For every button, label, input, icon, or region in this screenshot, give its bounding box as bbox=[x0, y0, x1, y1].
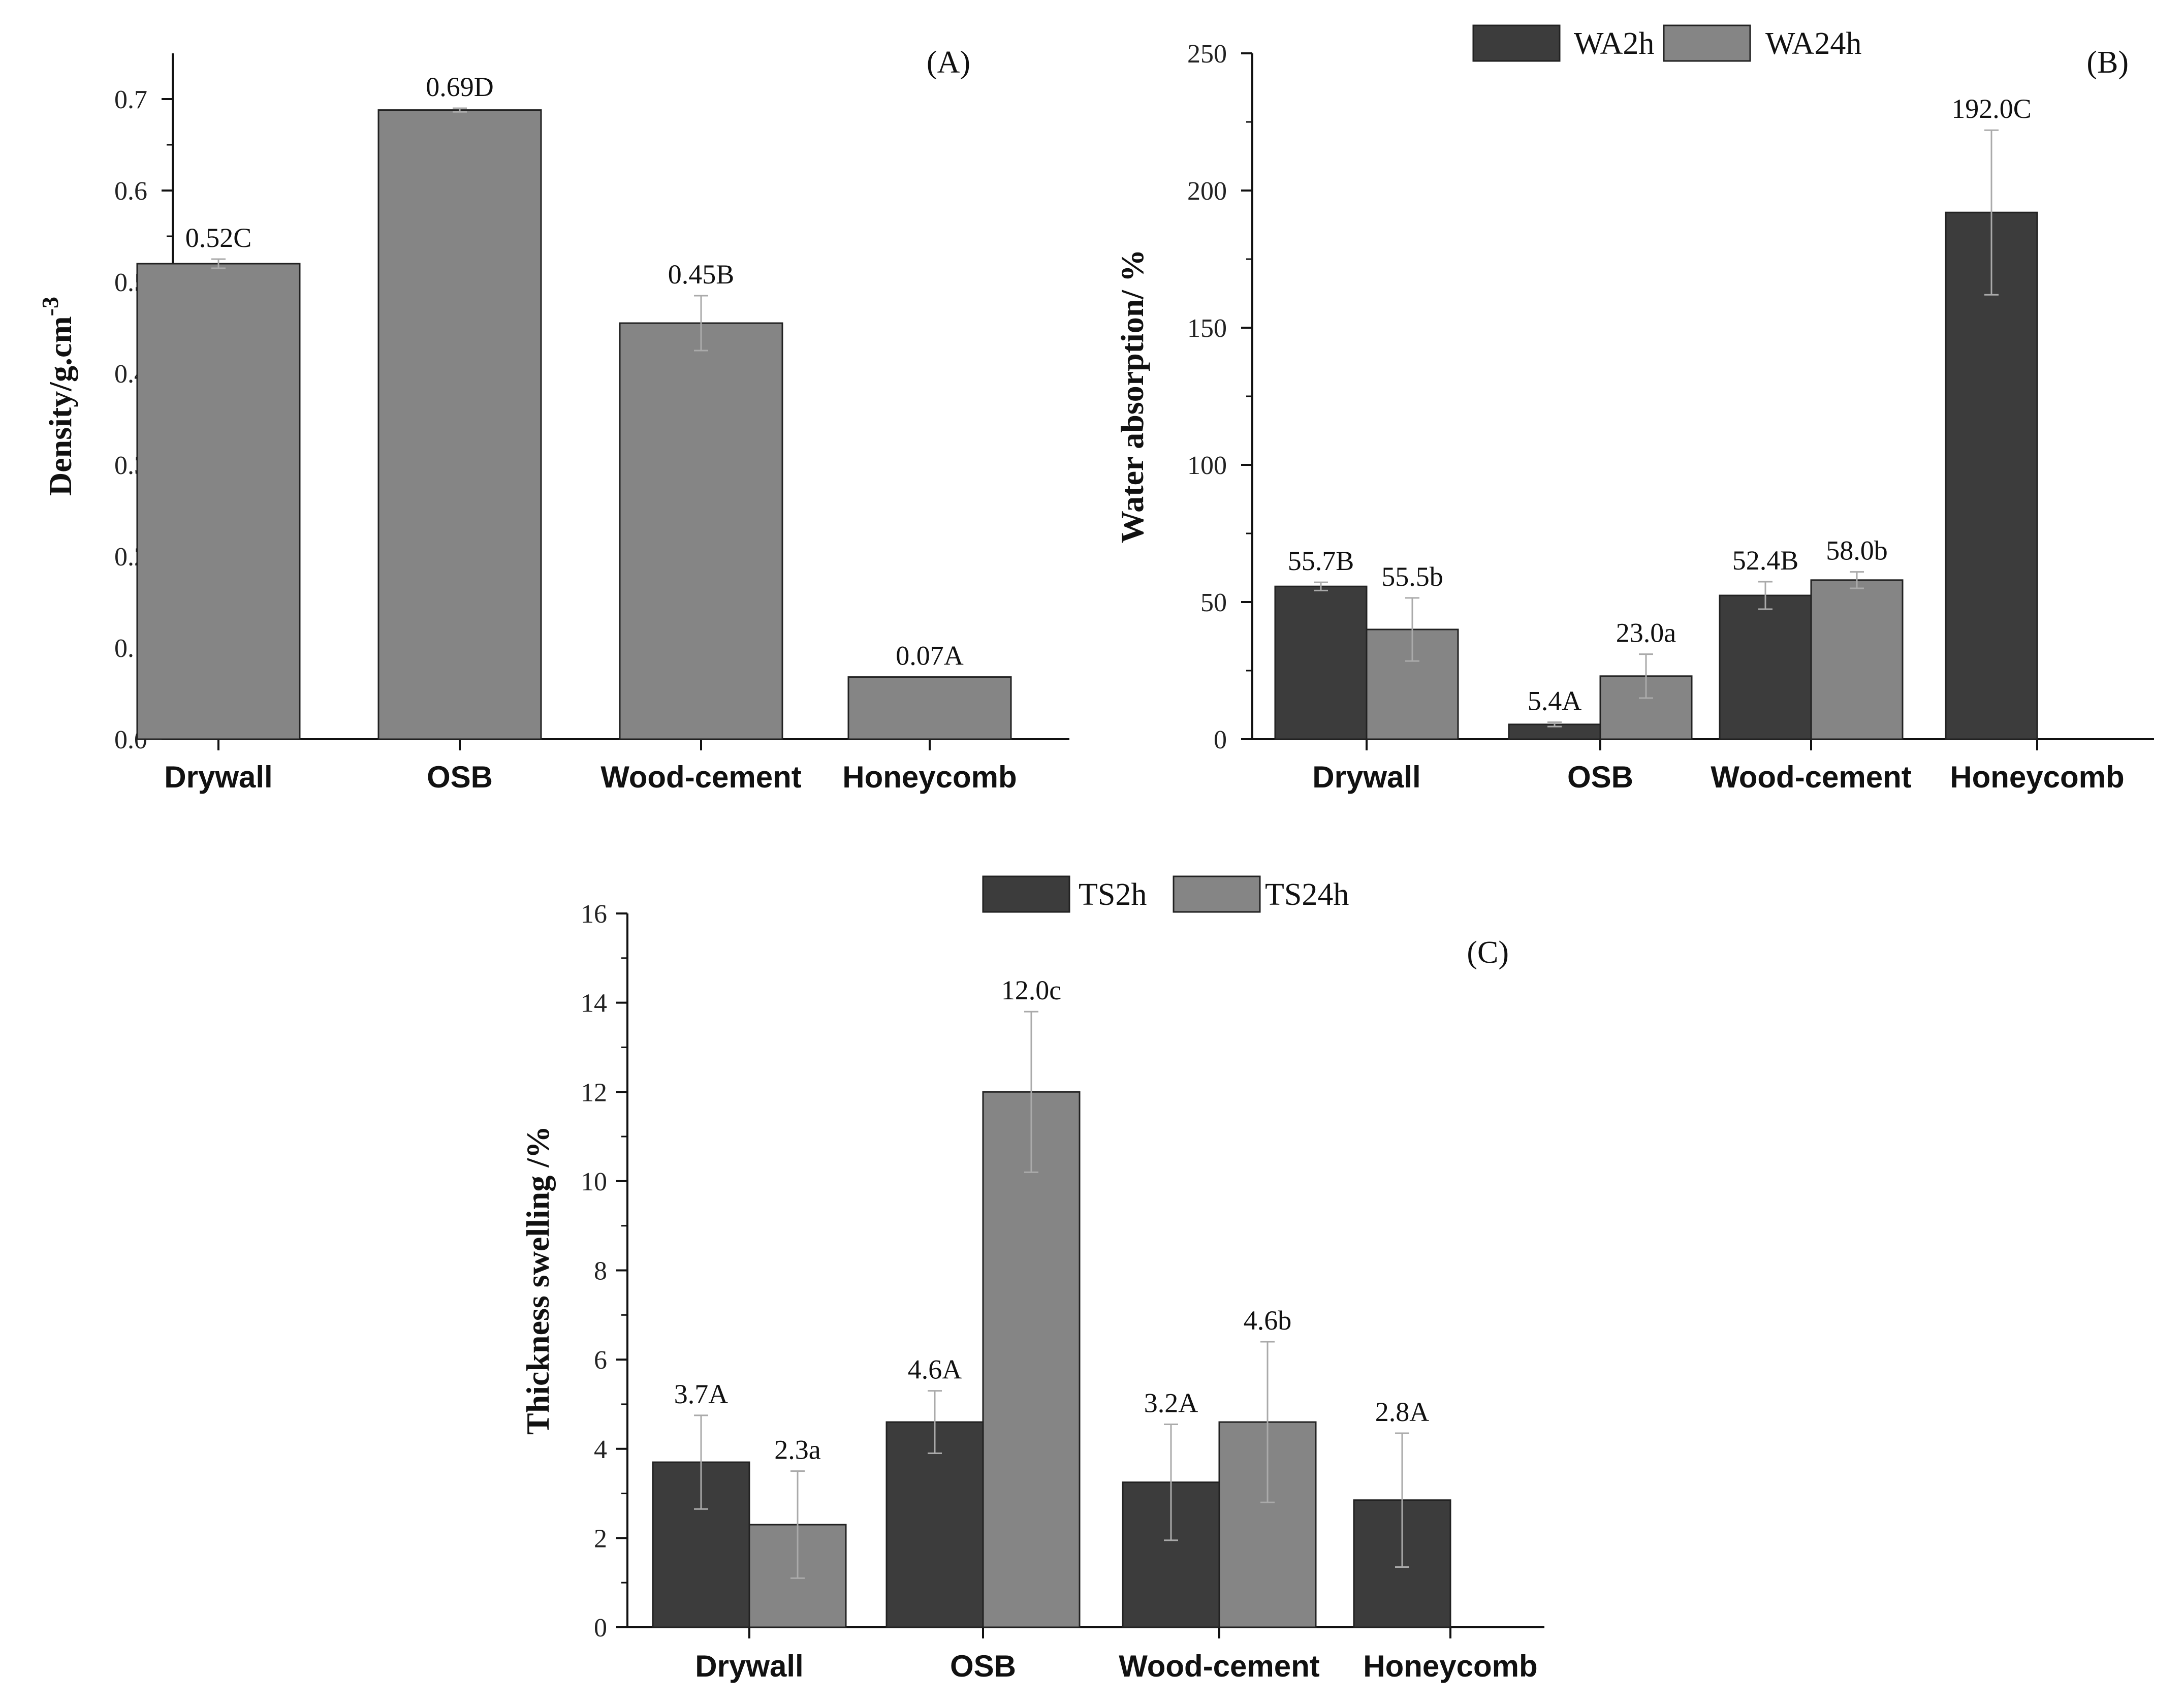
bar-density-wood-cement bbox=[619, 322, 783, 740]
y-axis-label: Water absorption/ % bbox=[1114, 249, 1150, 543]
x-tick-label-wood-cement: Wood-cement bbox=[1119, 1649, 1320, 1683]
data-label: 2.8A bbox=[1375, 1397, 1430, 1427]
y-axis-label-text: Density/g.cm bbox=[42, 316, 78, 496]
panel-label: (B) bbox=[2086, 45, 2129, 80]
data-label: 4.6A bbox=[908, 1354, 962, 1385]
chart-water-absorption: 0 50 100 150 200 250 Water absorption/ % (B) Dry… bbox=[1114, 24, 2154, 794]
data-label: 0.69D bbox=[426, 72, 494, 102]
x-tick-label-osb: OSB bbox=[427, 760, 493, 794]
data-label: 4.6b bbox=[1244, 1305, 1292, 1336]
x-tick-label-honeycomb: Honeycomb bbox=[1363, 1649, 1537, 1683]
y-tick-label: 16 bbox=[581, 900, 607, 929]
legend-swatch-wa2h bbox=[1472, 24, 1561, 62]
panel-label: (A) bbox=[927, 45, 970, 80]
data-label: 3.2A bbox=[1144, 1387, 1198, 1418]
data-label: 192.0C bbox=[1951, 93, 2032, 124]
y-tick-label: 0.6 bbox=[114, 177, 147, 206]
y-tick-label: 2 bbox=[594, 1524, 607, 1553]
data-label: 52.4B bbox=[1732, 545, 1799, 576]
y-tick-label: 100 bbox=[1187, 451, 1227, 480]
data-label: 0.07A bbox=[896, 641, 964, 671]
data-label: 0.52C bbox=[185, 223, 252, 253]
data-label: 3.7A bbox=[674, 1379, 729, 1409]
y-axis-label: Thickness swelling /% bbox=[520, 1126, 556, 1435]
bar-ts2h-osb bbox=[885, 1421, 984, 1628]
data-label: 55.5b bbox=[1381, 561, 1443, 592]
chart-thickness-swelling: 0 2 4 6 8 10 12 14 16 Thickness swelling /% (C) Dry… bbox=[520, 875, 1544, 1683]
y-tick-label: 6 bbox=[594, 1346, 607, 1375]
x-tick-label-wood-cement: Wood-cement bbox=[600, 760, 802, 794]
data-label: 5.4A bbox=[1528, 686, 1582, 716]
bar-wa2h-honeycomb bbox=[1945, 211, 2038, 740]
y-axis-label-text: Thickness swelling /% bbox=[520, 1126, 556, 1435]
y-tick-label: 200 bbox=[1187, 177, 1227, 206]
legend-swatch-wa24h bbox=[1663, 24, 1751, 62]
bar-wa2h-wood-cement bbox=[1719, 594, 1812, 740]
chart-density: 0.00.10.20.30.40.50.60.7Density/g.cm-3(A… bbox=[37, 45, 1069, 794]
y-tick-label: 14 bbox=[581, 989, 607, 1018]
data-label: 58.0b bbox=[1826, 535, 1888, 566]
bar-wa2h-drywall bbox=[1274, 585, 1368, 740]
bar-ts24h-osb bbox=[982, 1091, 1081, 1628]
y-tick-label: 12 bbox=[581, 1078, 607, 1107]
legend-swatch-ts24h bbox=[1173, 875, 1261, 913]
x-tick-label-osb: OSB bbox=[1567, 760, 1633, 794]
x-tick-label-drywall: Drywall bbox=[695, 1649, 803, 1683]
y-tick-label: 8 bbox=[594, 1257, 607, 1286]
data-label: 2.3a bbox=[774, 1435, 821, 1465]
x-tick-label-osb: OSB bbox=[950, 1649, 1016, 1683]
x-tick-label-drywall: Drywall bbox=[1312, 760, 1420, 794]
data-label: 23.0a bbox=[1616, 618, 1676, 648]
legend-label-ts2h: TS2h bbox=[1079, 877, 1147, 912]
y-tick-label: 4 bbox=[594, 1435, 607, 1464]
y-tick-label: 10 bbox=[581, 1167, 607, 1196]
x-tick-label-honeycomb: Honeycomb bbox=[1950, 760, 2124, 794]
y-axis-label-text: Water absorption/ % bbox=[1114, 249, 1150, 543]
x-tick-label-honeycomb: Honeycomb bbox=[842, 760, 1017, 794]
legend-label-wa24h: WA24h bbox=[1765, 26, 1861, 61]
x-tick-label-wood-cement: Wood-cement bbox=[1711, 760, 1912, 794]
bar-wa24h-wood-cement bbox=[1810, 579, 1904, 740]
bar-density-osb bbox=[377, 109, 542, 740]
data-label: 55.7B bbox=[1288, 546, 1354, 576]
legend-swatch-ts2h bbox=[982, 875, 1070, 913]
y-tick-label: 0.7 bbox=[114, 85, 147, 114]
y-axis-label-superscript: -3 bbox=[37, 297, 63, 316]
x-tick-label-drywall: Drywall bbox=[164, 760, 272, 794]
y-tick-label: 0 bbox=[594, 1614, 607, 1643]
legend-label-wa2h: WA2h bbox=[1574, 26, 1654, 61]
bar-density-drywall bbox=[136, 263, 301, 740]
bar-density-honeycomb bbox=[847, 676, 1012, 740]
y-tick-label: 0 bbox=[1214, 725, 1227, 754]
data-label: 12.0c bbox=[1001, 975, 1061, 1005]
y-tick-label: 150 bbox=[1187, 314, 1227, 343]
y-tick-label: 250 bbox=[1187, 40, 1227, 69]
y-axis-label: Density/g.cm-3 bbox=[37, 297, 78, 496]
legend-label-ts24h: TS24h bbox=[1265, 877, 1349, 912]
panel-label: (C) bbox=[1467, 935, 1509, 970]
data-label: 0.45B bbox=[668, 259, 735, 290]
y-tick-label: 50 bbox=[1200, 588, 1227, 617]
